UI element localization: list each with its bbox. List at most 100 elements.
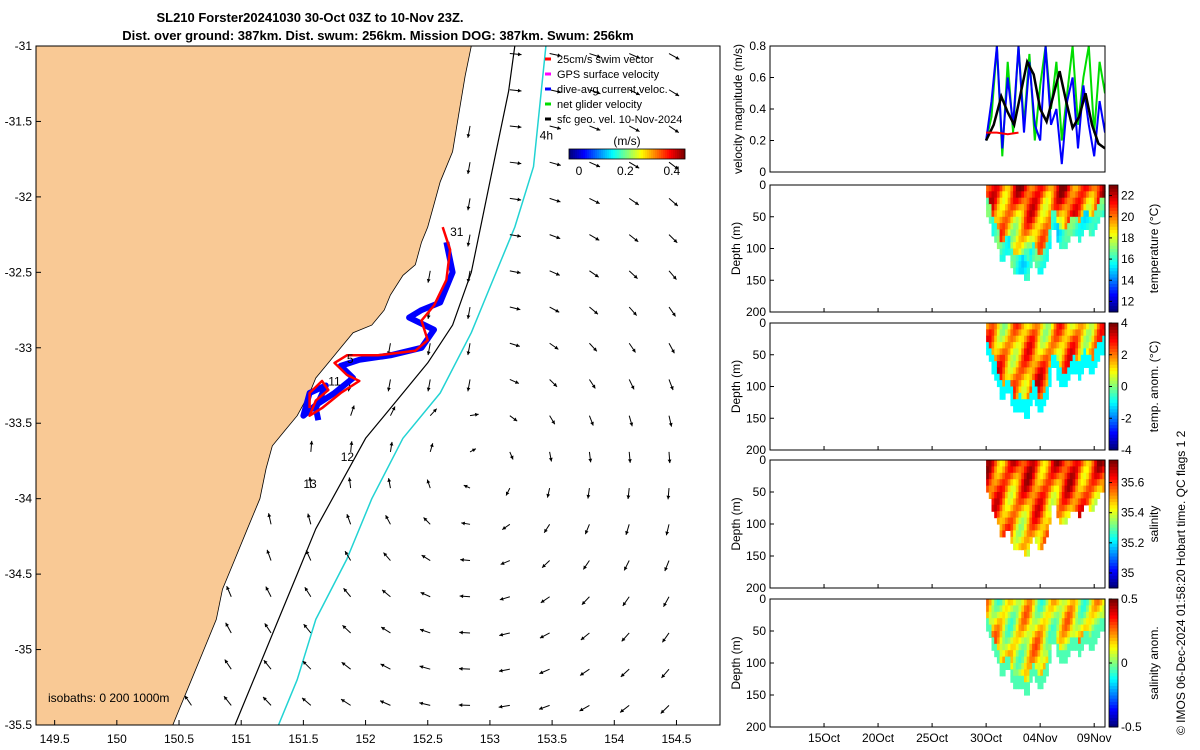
profile-cell — [996, 380, 1001, 388]
profile-cell — [1053, 466, 1057, 474]
profile-cell — [1080, 185, 1084, 192]
profile-cell — [988, 624, 993, 632]
profile-cell — [1064, 197, 1068, 205]
colorbar-cell — [1109, 421, 1118, 426]
colorbar-cell — [1109, 711, 1118, 715]
profile-cell — [1059, 656, 1063, 664]
profile-cell — [1083, 605, 1087, 613]
profile-cell — [1078, 472, 1082, 480]
profile-cell — [986, 323, 990, 330]
profile-cell — [1005, 380, 1009, 388]
profile-cell — [1040, 361, 1044, 368]
velocity-arrowhead — [385, 515, 389, 520]
colorbar-cell — [645, 149, 648, 159]
profile-cell — [1042, 517, 1047, 525]
profile-cell — [1042, 650, 1047, 658]
profile-cell — [1064, 235, 1068, 243]
profile-cell — [999, 204, 1003, 211]
profile-cell — [999, 248, 1003, 256]
profile-cell — [1094, 361, 1098, 368]
profile-cell — [1002, 197, 1006, 205]
profile-cell — [1026, 204, 1030, 211]
velocity-arrowhead — [517, 161, 522, 166]
profile-cell — [994, 216, 998, 224]
colorbar-cell — [1109, 191, 1118, 196]
profile-cell — [1091, 504, 1095, 512]
profile-cell — [1040, 543, 1044, 551]
profile-cell — [1002, 663, 1006, 670]
profile-cell — [1067, 229, 1071, 237]
colorbar-frame — [1108, 184, 1119, 313]
profile-cell — [1026, 380, 1030, 388]
profile-cell — [1056, 223, 1060, 230]
profile-cell — [1010, 663, 1014, 670]
colorbar-cell — [1109, 219, 1118, 224]
profile-cell — [1069, 329, 1074, 337]
profile-cell — [1021, 611, 1025, 619]
profile-cell — [996, 517, 1001, 525]
profile-cell — [1032, 637, 1036, 645]
profile-cell — [1015, 611, 1020, 619]
profile-cell — [1010, 536, 1014, 544]
profile-cell — [1042, 210, 1047, 218]
profile-cell — [1094, 485, 1098, 493]
profile-cell — [1013, 675, 1017, 683]
velocity-arrowhead — [634, 201, 639, 205]
profile-cell — [1002, 517, 1006, 525]
colorbar-cell — [617, 149, 620, 159]
profile-cell — [1080, 492, 1084, 499]
colorbar-cell — [1109, 611, 1118, 616]
velocity-arrowhead — [341, 699, 346, 703]
profile-cell — [1013, 185, 1017, 192]
colorbar-cell — [1109, 332, 1118, 337]
profile-cell — [999, 511, 1003, 519]
profile-cell — [996, 637, 1001, 645]
profile-cell — [1045, 229, 1049, 237]
profile-cell — [1094, 637, 1098, 645]
profile-cell — [1102, 342, 1106, 349]
profile-cell — [1102, 624, 1106, 632]
profile-cell — [1007, 329, 1011, 337]
profile-cell — [1094, 342, 1098, 349]
colorbar-cell — [1109, 232, 1118, 237]
profile-cell — [991, 460, 995, 467]
profile-cell — [1002, 460, 1006, 467]
profile-cell — [1002, 210, 1006, 218]
profile-cell — [1078, 367, 1082, 375]
profile-cell — [1010, 392, 1014, 400]
profile-cell — [996, 511, 1001, 519]
profile-cell — [1018, 361, 1022, 368]
profile-cell — [1007, 479, 1011, 487]
profile-cell — [994, 361, 998, 368]
profile-cell — [1099, 472, 1103, 480]
profile-cell — [1051, 599, 1055, 606]
profile-cell — [1018, 380, 1022, 388]
profile-cell — [1091, 210, 1095, 218]
profile-cell — [1013, 392, 1017, 400]
profile-cell — [1096, 197, 1101, 205]
velocity-arrowhead — [662, 638, 666, 643]
profile-cell — [1064, 367, 1068, 375]
velocity-arrowhead — [556, 199, 561, 203]
profile-cell — [1002, 242, 1006, 250]
profile-cell — [1094, 216, 1098, 224]
colorbar-cell — [577, 149, 580, 159]
profile-cell — [1002, 223, 1006, 230]
profile-cell — [1069, 210, 1074, 218]
profile-cell — [1013, 405, 1017, 413]
profile-cell — [1018, 599, 1022, 606]
profile-cell — [1061, 656, 1066, 664]
profile-cell — [1061, 631, 1066, 638]
profile-ylabel: Depth (m) — [729, 497, 743, 550]
profile-cell — [1029, 185, 1033, 192]
profile-cell — [1080, 348, 1084, 356]
profile-cell — [1083, 472, 1087, 480]
profile-ytick-label: 50 — [753, 624, 767, 638]
profile-cell — [1086, 223, 1090, 230]
profile-cell — [1005, 631, 1009, 638]
profile-cell — [1007, 492, 1011, 499]
colorbar-cell — [1109, 463, 1118, 467]
profile-cell — [1029, 669, 1033, 677]
profile-cell — [1080, 329, 1084, 337]
profile-cell — [1040, 511, 1044, 519]
